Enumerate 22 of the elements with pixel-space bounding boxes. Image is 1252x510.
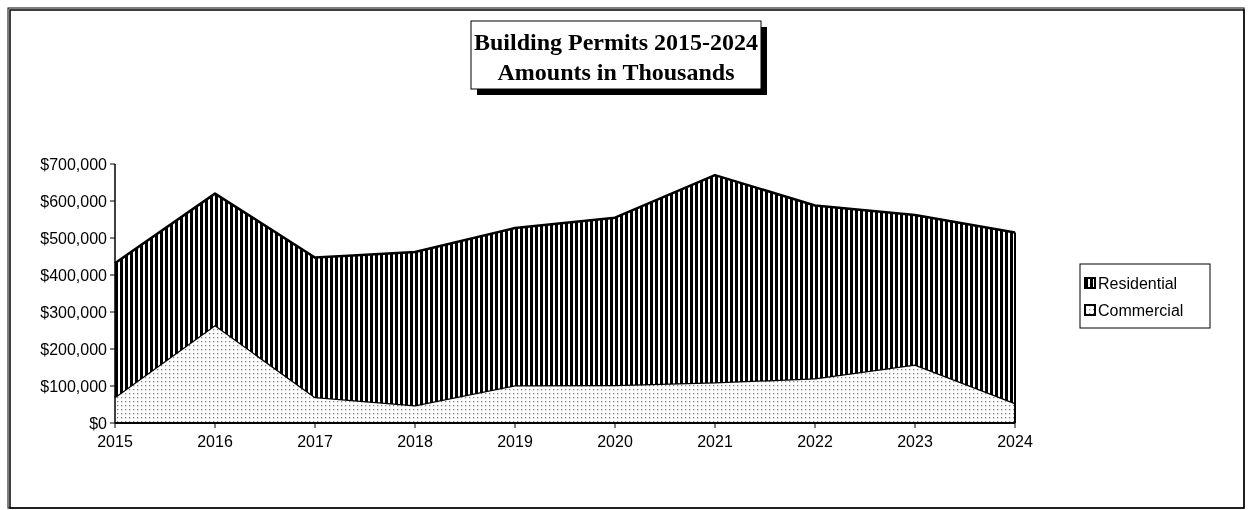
x-tick-label: 2020	[597, 433, 633, 450]
y-tick-label: $100,000	[40, 377, 108, 395]
y-tick-label: $200,000	[40, 340, 108, 358]
x-tick-label: 2023	[897, 433, 933, 450]
y-tick-label: $300,000	[40, 303, 108, 321]
x-tick-label: 2018	[397, 433, 433, 450]
y-tick-label: $500,000	[40, 229, 108, 247]
x-tick-label: 2017	[297, 433, 333, 450]
x-tick-label: 2021	[697, 433, 733, 450]
x-tick-label: 2022	[797, 433, 833, 450]
x-tick-label: 2019	[497, 433, 533, 450]
chart-title: Building Permits 2015-2024	[473, 29, 759, 55]
x-tick-label: 2015	[97, 433, 133, 450]
x-tick-label: 2016	[197, 433, 233, 450]
x-tick-label: 2024	[997, 433, 1033, 450]
y-tick-label: $600,000	[40, 192, 108, 210]
chart-subtitle: Amounts in Thousands	[497, 59, 735, 85]
y-tick-label: $0	[89, 414, 108, 432]
legend-label: Commercial	[1098, 301, 1184, 319]
legend-label: Residential	[1098, 274, 1178, 292]
y-tick-label: $400,000	[40, 266, 108, 284]
y-tick-label: $700,000	[40, 155, 108, 173]
